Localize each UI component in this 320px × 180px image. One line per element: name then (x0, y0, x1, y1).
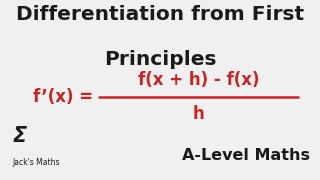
Text: Σ: Σ (13, 126, 27, 146)
Text: A-Level Maths: A-Level Maths (182, 148, 310, 163)
Text: Principles: Principles (104, 50, 216, 69)
Text: h: h (193, 105, 204, 123)
Text: Jack's Maths: Jack's Maths (13, 158, 60, 167)
Text: Differentiation from First: Differentiation from First (16, 5, 304, 24)
Text: f’(x) =: f’(x) = (33, 88, 93, 106)
Text: f(x + h) - f(x): f(x + h) - f(x) (138, 71, 259, 89)
